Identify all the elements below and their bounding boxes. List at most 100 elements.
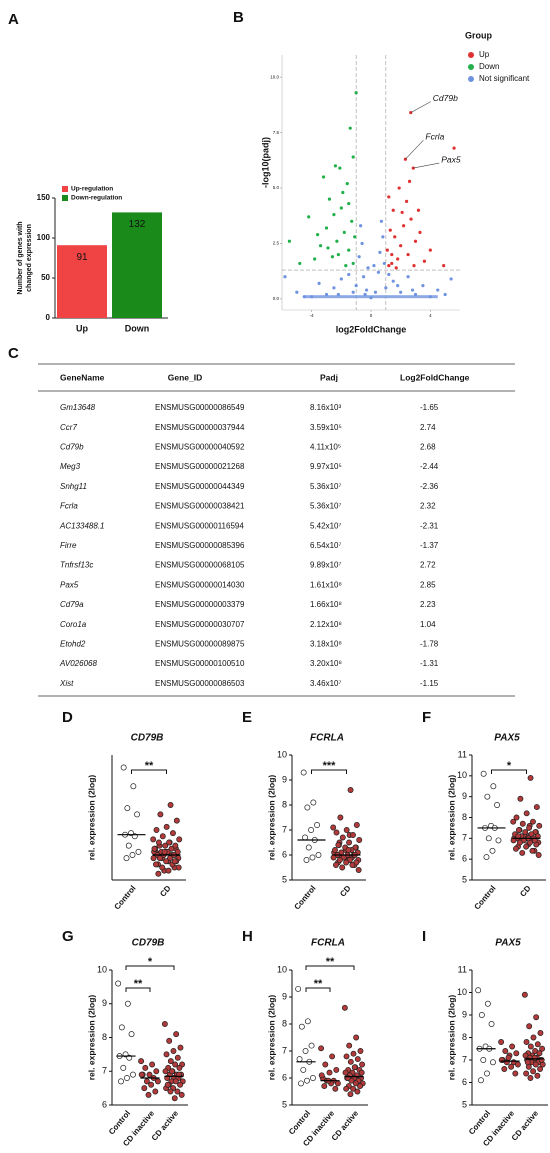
point [490,1059,496,1066]
point [120,764,127,771]
point [442,264,446,268]
legend-label: Down [479,62,499,71]
point [388,228,392,232]
point [166,1037,173,1044]
point [345,182,349,186]
y-axis-label: changed expression [26,224,33,292]
legend-label: Up-regulation [71,186,113,193]
point [387,264,391,268]
point [538,1057,545,1063]
panel-label: C [8,345,19,362]
point [118,1078,124,1085]
point [162,842,169,849]
legend-swatch [62,186,68,192]
point [354,284,358,288]
point [125,842,132,849]
x-tick-label: Up [76,323,88,333]
point [330,824,337,831]
annotation-leader [413,162,440,169]
point [335,842,342,848]
point [130,1071,136,1078]
point [304,1077,310,1084]
point [343,827,350,833]
table-cell: Cd79b [60,443,84,452]
point [307,215,311,219]
legend-label: Down-regulation [71,195,122,202]
point [356,837,363,843]
y-tick-label: 8 [282,1018,287,1028]
point [361,275,366,279]
point [409,217,413,221]
point [519,820,526,827]
point [302,1048,309,1054]
point [354,91,358,95]
x-tick-label: 4 [429,313,432,318]
point [533,1014,540,1021]
point [315,852,322,858]
y-axis-label: rel. expression (2log) [266,775,276,861]
legend-label: Up [479,50,490,59]
point [522,829,529,836]
point [296,1056,303,1063]
significance-bracket [305,987,331,992]
point [354,1088,361,1095]
significance-bracket [125,965,175,970]
point [172,842,179,849]
point [350,1085,357,1092]
point [159,864,166,871]
point [321,1083,328,1090]
point [530,1034,537,1041]
table-cell: 3.20x10⁸ [310,659,342,668]
x-tick-label: CD [518,884,532,899]
point [145,1091,152,1098]
point [128,1031,135,1038]
point [173,817,180,824]
point [154,1078,161,1085]
point [313,257,317,261]
significance-label: * [507,760,512,772]
point [394,266,398,270]
point [150,855,157,862]
point [308,1042,315,1049]
table-cell: 4.11x10⁵ [310,443,341,452]
point [298,1080,304,1087]
point [502,1048,509,1054]
point [295,290,299,294]
point [283,275,287,279]
y-tick-label: 9 [462,1009,467,1019]
point [329,1053,336,1060]
point [151,845,158,852]
point [157,811,164,818]
point [353,1034,360,1041]
point [428,295,432,299]
point [413,292,418,297]
point [523,1039,530,1045]
bar [112,212,162,318]
point [498,1057,505,1063]
y-tick-label: 7 [462,1054,467,1064]
point [351,261,355,266]
point [330,854,337,861]
point [357,1083,364,1090]
point [118,1024,125,1031]
point [330,255,335,259]
point [159,833,166,840]
y-tick-label: 50 [41,273,50,282]
table-cell: 9.97x10⁵ [310,462,342,471]
point [310,799,317,806]
point [305,844,312,851]
point [152,861,159,868]
point [527,1043,534,1050]
point [335,239,339,243]
table-cell: 3.46x10⁷ [310,679,341,688]
point [407,179,412,183]
y-tick-label: 10 [97,964,107,974]
table-cell: 3.59x10⁵ [310,423,342,432]
point [308,827,315,833]
table-cell: ENSMUSG00000014030 [155,580,245,589]
column-header: Padj [320,372,338,382]
point [405,199,409,203]
point [376,270,381,274]
table-cell: ENSMUSG00000116594 [155,521,244,530]
